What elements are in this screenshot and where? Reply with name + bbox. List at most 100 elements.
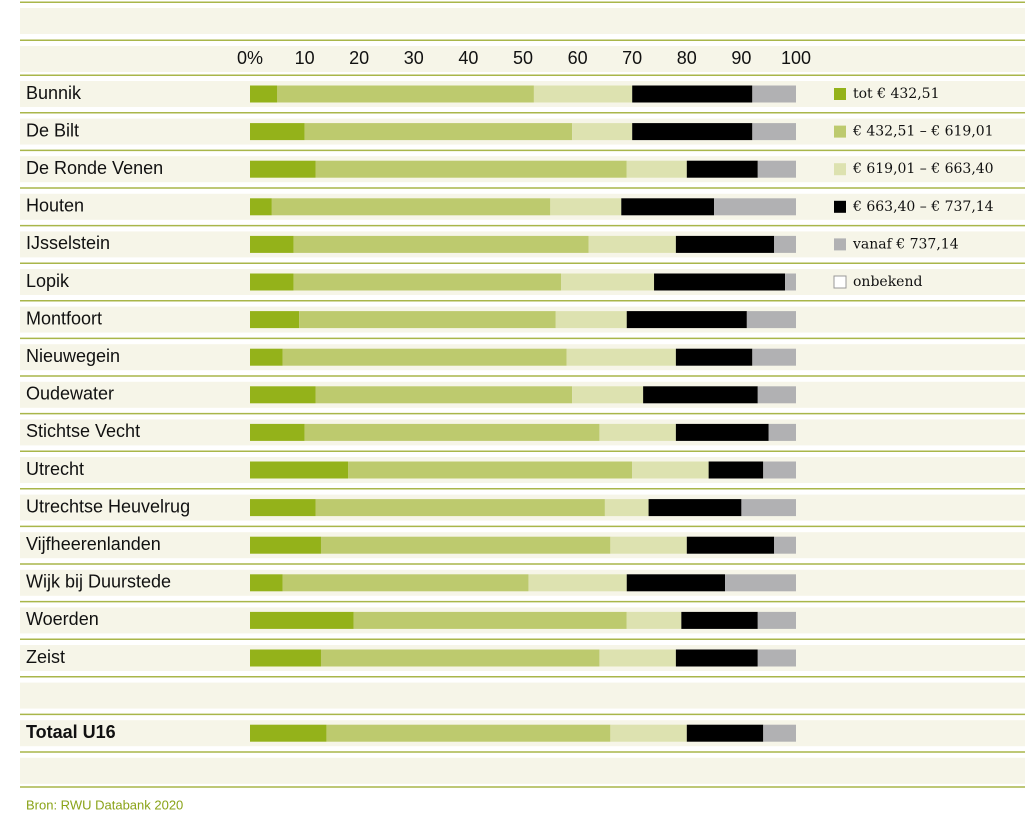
legend-swatch	[834, 163, 846, 176]
category-label: IJsselstein	[26, 233, 110, 253]
category-label: Montfoort	[26, 308, 102, 328]
bar-segment	[566, 348, 676, 366]
bar-segment	[250, 85, 278, 103]
bar-segment	[528, 574, 627, 592]
bar-segment	[675, 348, 753, 366]
bar-segment	[654, 273, 786, 291]
bar-segment	[250, 611, 354, 629]
bar-segment	[293, 235, 589, 253]
bar-segment	[277, 85, 534, 103]
bar-segment	[599, 649, 676, 667]
bar-segment	[315, 386, 573, 404]
bar-segment	[675, 235, 775, 253]
bar-segment	[752, 85, 796, 103]
bar-segment	[626, 160, 687, 178]
bar-segment	[768, 423, 796, 441]
bar-segment	[757, 649, 796, 667]
bar-segment	[774, 235, 796, 253]
bar-segment	[643, 386, 758, 404]
bar-segment	[315, 499, 605, 517]
bar-segment	[304, 423, 600, 441]
bar-segment	[757, 611, 796, 629]
bar-segment	[250, 311, 300, 329]
source: Bron: RWU Databank 2020	[26, 797, 183, 812]
x-tick-label: 100	[781, 48, 811, 68]
category-label: Utrechtse Heuvelrug	[26, 496, 190, 516]
legend-label: vanaf € 737,14	[852, 236, 959, 252]
bar-segment	[746, 311, 796, 329]
row-band	[20, 757, 1025, 784]
bar-segment	[282, 348, 567, 366]
bar-segment	[752, 348, 796, 366]
legend-swatch	[834, 238, 846, 251]
bar-segment	[550, 198, 622, 216]
bar-segment	[686, 536, 775, 554]
bar-segment	[588, 235, 676, 253]
bar-segment	[626, 611, 682, 629]
bar-segment	[320, 649, 600, 667]
bar-segment	[315, 160, 627, 178]
category-label: Lopik	[26, 271, 70, 291]
bar-segment	[293, 273, 562, 291]
bar-segment	[599, 423, 676, 441]
bar-segment	[610, 724, 687, 742]
category-label: Oudewater	[26, 384, 114, 404]
legend-label: € 432,51 – € 619,01	[852, 124, 994, 140]
x-tick-label: 40	[458, 48, 478, 68]
bar-segment	[626, 311, 747, 329]
bar-segment	[648, 499, 742, 517]
bar-segment	[250, 724, 327, 742]
category-label: Stichtse Vecht	[26, 421, 140, 441]
bar-segment	[304, 123, 573, 141]
category-label: Wijk bij Duurstede	[26, 572, 171, 592]
legend-swatch	[834, 88, 846, 100]
bar-segment	[632, 461, 709, 479]
bar-segment	[714, 198, 796, 216]
bar-segment	[353, 611, 627, 629]
bar-segment	[757, 386, 796, 404]
bar-segment	[604, 499, 649, 517]
bar-segment	[686, 160, 758, 178]
bar-segment	[752, 123, 796, 141]
x-tick-label: 50	[513, 48, 533, 68]
bar-segment	[250, 123, 305, 141]
category-label: De Ronde Venen	[26, 158, 163, 178]
category-label: Zeist	[26, 647, 65, 667]
bar-segment	[572, 123, 633, 141]
category-label: Bunnik	[26, 83, 82, 103]
row-backgrounds	[20, 1, 1025, 788]
bar-segment	[708, 461, 764, 479]
legend-swatch	[833, 275, 847, 289]
row-band	[20, 682, 1025, 709]
bar-segment	[250, 160, 316, 178]
x-tick-label: 60	[568, 48, 588, 68]
bar-segment	[250, 499, 316, 517]
legend-label: onbekend	[853, 274, 922, 290]
bar-segment	[533, 85, 633, 103]
bar-segment	[725, 574, 796, 592]
bar-segment	[282, 574, 529, 592]
bar-segment	[250, 198, 272, 216]
x-tick-label: 70	[622, 48, 642, 68]
category-label: Vijfheerenlanden	[26, 534, 161, 554]
bar-segment	[299, 311, 556, 329]
legend-label: € 619,01 – € 663,40	[852, 161, 994, 177]
bar-segment	[632, 123, 753, 141]
bar-segment	[250, 386, 316, 404]
legend-swatch	[834, 125, 846, 138]
bar-segment	[757, 160, 796, 178]
category-label: De Bilt	[26, 120, 79, 140]
bar-segment	[686, 724, 764, 742]
bar-segment	[763, 724, 796, 742]
bar-segment	[250, 649, 321, 667]
bar-segment	[572, 386, 644, 404]
bar-segment	[555, 311, 627, 329]
x-tick-label: 10	[295, 48, 315, 68]
category-label: Utrecht	[26, 459, 84, 479]
bar-segment	[348, 461, 633, 479]
x-tick-label: 80	[677, 48, 697, 68]
bar-segment	[250, 235, 294, 253]
bar-segment	[632, 85, 753, 103]
bar-segment	[326, 724, 611, 742]
